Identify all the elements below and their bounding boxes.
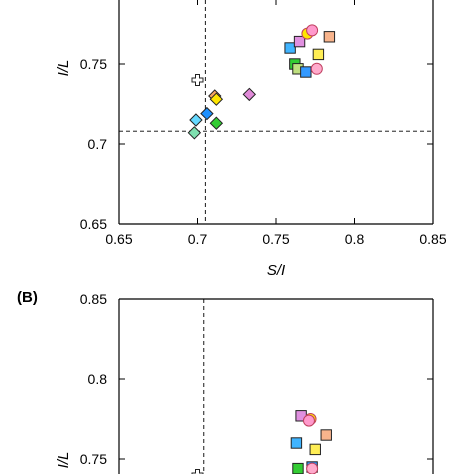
panel-label: (B)	[17, 289, 38, 306]
data-point-square-13	[312, 48, 325, 61]
y-tick-label: 0.7	[88, 136, 108, 152]
data-point-diamond-3	[242, 87, 257, 102]
data-point-square-4	[320, 429, 332, 441]
panel-b-scatter-plot: 0.75 0.8 0.85 I/L (B)	[17, 289, 434, 474]
x-tick-label: 0.85	[419, 231, 446, 247]
y-tick-label: 0.85	[80, 291, 107, 307]
data-point-circle-11	[306, 24, 319, 37]
x-axis-title: S/I	[267, 262, 285, 279]
panel-a-scatter-plot: 0.65 0.7 0.75 0.8 0.85 0.65 0.7 0.75 I/L S/I	[55, 0, 447, 279]
x-tick-label: 0.8	[345, 231, 365, 247]
x-tick-label: 0.65	[105, 231, 132, 247]
y-tick-label: 0.65	[80, 216, 107, 232]
y-tick-label: 0.75	[80, 451, 107, 467]
data-point-plus-0	[191, 74, 204, 86]
y-tick-label: 0.8	[88, 371, 108, 387]
data-point-circle-17	[310, 62, 323, 75]
y-axis-title: I/L	[55, 60, 72, 77]
data-point-square-5	[290, 437, 303, 449]
data-point-square-12	[323, 31, 336, 43]
data-point-square-7	[292, 462, 304, 474]
data-point-plus-0	[191, 469, 204, 474]
data-point-diamond-7	[187, 126, 202, 140]
plot-area	[119, 0, 433, 224]
plot-area	[191, 299, 332, 474]
data-point-diamond-5	[189, 113, 203, 127]
y-axis-title: I/L	[55, 452, 72, 469]
data-point-circle-3	[302, 414, 315, 427]
data-point-square-6	[309, 443, 321, 456]
x-tick-label: 0.75	[262, 231, 289, 247]
data-point-square-9	[293, 35, 306, 48]
data-point-diamond-4	[200, 106, 214, 121]
y-tick-label: 0.75	[80, 56, 107, 72]
data-point-diamond-6	[209, 116, 224, 130]
x-tick-label: 0.7	[188, 231, 208, 247]
data-point-circle-9	[306, 462, 319, 474]
data-point-square-16	[300, 66, 312, 78]
data-point-square-8	[284, 42, 296, 54]
data-point-diamond-2	[209, 92, 224, 106]
